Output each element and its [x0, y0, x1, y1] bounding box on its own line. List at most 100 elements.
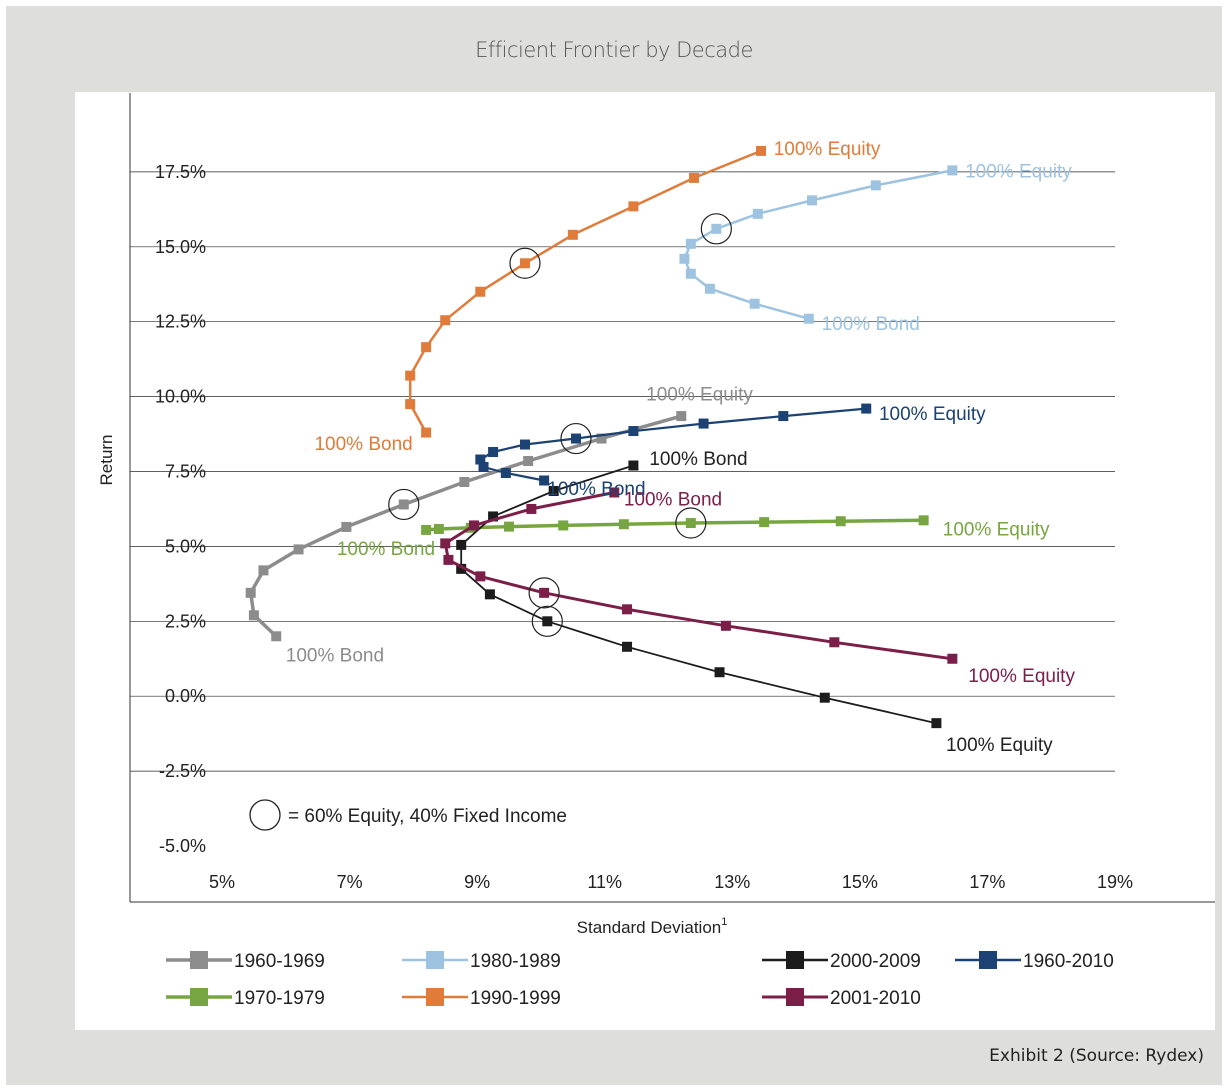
legend-item-2001-2010: 2001-2010	[762, 988, 921, 1009]
legend-label: 1990-1999	[470, 988, 561, 1009]
data-point	[519, 439, 530, 450]
data-point	[405, 370, 416, 381]
legend-label: 1960-2010	[1023, 951, 1114, 972]
data-point	[539, 475, 550, 486]
series-1960-1969	[245, 411, 687, 642]
endpoint-label: 100% Equity	[879, 404, 986, 425]
data-point	[488, 447, 499, 458]
data-point	[704, 283, 715, 294]
endpoint-label: 100% Equity	[946, 735, 1053, 756]
data-point	[433, 524, 444, 535]
data-point	[755, 145, 766, 156]
legend-item-1980-1989: 1980-1989	[402, 951, 561, 972]
x-axis-title-text: Standard Deviation	[577, 918, 722, 937]
data-point	[571, 433, 582, 444]
circle-note: = 60% Equity, 40% Fixed Income	[249, 799, 567, 831]
chart-panel	[75, 92, 1215, 1030]
y-tick-label: -5.0%	[159, 836, 206, 856]
legend-marker	[426, 951, 444, 969]
series-line	[683, 169, 953, 320]
y-tick-label: 12.5%	[155, 312, 206, 332]
x-tick-label: 13%	[714, 872, 750, 892]
data-point	[714, 667, 725, 678]
legend-marker	[786, 951, 804, 969]
legend-item-1970-1979: 1970-1979	[166, 988, 325, 1009]
source-note: Exhibit 2 (Source: Rydex)	[989, 1046, 1204, 1066]
endpoint-label: 100% Bond	[624, 489, 722, 510]
data-point	[523, 456, 534, 467]
legend-item-2000-2009: 2000-2009	[762, 951, 921, 972]
endpoint-label: 100% Bond	[547, 479, 645, 500]
data-point	[443, 554, 454, 565]
endpoint-label: 100% Equity	[943, 519, 1050, 540]
series-2001-2010	[440, 487, 958, 664]
data-point	[468, 520, 479, 531]
legend-marker	[786, 988, 804, 1006]
data-point	[628, 426, 639, 437]
endpoint-label: 100% Bond	[822, 314, 920, 335]
data-point	[504, 521, 515, 532]
data-point	[749, 298, 760, 309]
data-point	[947, 653, 958, 664]
legend-marker	[190, 951, 208, 969]
data-point	[440, 538, 451, 549]
data-point	[248, 610, 259, 621]
data-point	[421, 524, 432, 535]
data-point	[421, 342, 432, 353]
y-axis-title: Return	[97, 434, 116, 485]
x-axis-title-superscript: 1	[721, 916, 727, 928]
x-tick-label: 5%	[209, 872, 235, 892]
legend-marker	[426, 988, 444, 1006]
data-point	[628, 201, 639, 212]
data-point	[829, 637, 840, 648]
data-point	[947, 165, 958, 176]
sixty-forty-marker	[560, 422, 592, 455]
data-point	[685, 518, 696, 529]
circle-note-symbol	[249, 799, 281, 831]
data-point	[488, 511, 499, 522]
data-point	[456, 563, 467, 574]
data-point	[596, 433, 607, 444]
sixty-forty-marker	[528, 577, 560, 609]
series-line	[443, 491, 953, 661]
legend-item-1990-1999: 1990-1999	[402, 988, 561, 1009]
data-point	[870, 180, 881, 191]
data-point	[459, 476, 470, 487]
y-tick-label: 10.0%	[155, 387, 206, 407]
endpoint-label: 100% Bond	[314, 434, 412, 455]
data-point	[542, 616, 553, 627]
circle-note-text: = 60% Equity, 40% Fixed Income	[288, 806, 567, 827]
series-2000-2009	[456, 460, 942, 729]
legend: 1960-1969 1970-1979 1980-1989 1990-1999 2000…	[166, 951, 1114, 1009]
legend-item-1960-1969: 1960-1969	[166, 951, 325, 972]
data-point	[689, 172, 700, 183]
data-point	[807, 195, 818, 206]
series-1970-1979	[421, 507, 929, 539]
data-point	[618, 519, 629, 530]
data-point	[752, 208, 763, 219]
series-line	[425, 518, 924, 532]
sixty-forty-marker	[531, 605, 563, 637]
data-point	[500, 467, 511, 478]
endpoint-label: 100% Bond	[286, 645, 384, 666]
data-point	[720, 620, 731, 631]
gridlines	[130, 171, 1115, 772]
data-point	[293, 544, 304, 555]
endpoint-label: 100% Equity	[774, 139, 881, 160]
data-point	[622, 641, 633, 652]
data-point	[759, 517, 770, 528]
y-tick-label: 17.5%	[155, 162, 206, 182]
legend-label: 1970-1979	[234, 988, 325, 1009]
sixty-forty-marker	[388, 488, 420, 521]
data-point	[622, 604, 633, 615]
legend-marker	[979, 951, 997, 969]
series-1980-1989	[679, 165, 958, 324]
series-1960-2010	[475, 403, 872, 486]
endpoint-label: 100% Equity	[968, 666, 1075, 687]
data-point	[341, 521, 352, 532]
y-tick-label: 2.5%	[165, 611, 206, 631]
data-point	[440, 315, 451, 326]
data-point	[609, 487, 620, 498]
data-point	[918, 515, 929, 526]
data-point	[456, 539, 467, 550]
